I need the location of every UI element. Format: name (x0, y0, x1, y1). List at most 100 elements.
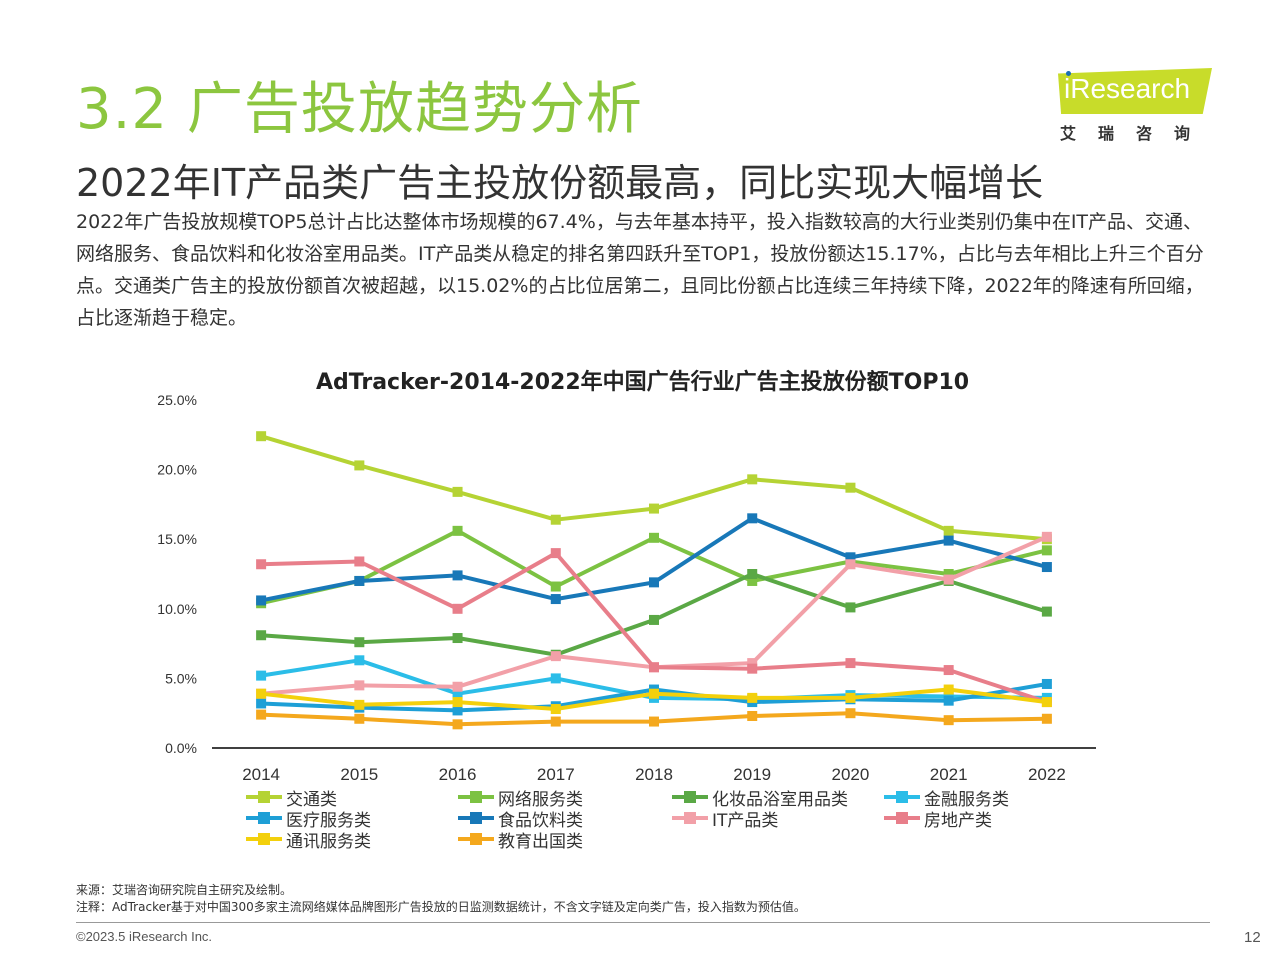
data-point (649, 503, 659, 514)
data-point (1041, 531, 1052, 542)
legend-label: 网络服务类 (498, 789, 583, 810)
data-point (256, 709, 267, 720)
data-point (1041, 562, 1052, 573)
data-point (452, 525, 463, 536)
data-point (452, 719, 463, 730)
data-point (354, 655, 365, 666)
legend-label: 化妆品浴室用品类 (712, 789, 848, 810)
data-point (256, 688, 267, 699)
data-point (354, 699, 365, 710)
data-point (550, 704, 561, 715)
legend-item: 交通类 (246, 786, 337, 810)
data-point (747, 575, 758, 586)
legend-item: 教育出国类 (458, 828, 583, 852)
legend-marker (470, 812, 482, 824)
data-point (550, 716, 561, 727)
data-point (943, 535, 954, 546)
data-point (649, 662, 659, 673)
data-point (943, 574, 954, 585)
data-point (943, 715, 954, 726)
legend-label: 金融服务类 (924, 789, 1009, 810)
data-point (550, 548, 561, 559)
page-number: 12 (1244, 929, 1261, 946)
data-point (452, 705, 463, 716)
legend-item: IT产品类 (672, 807, 779, 831)
legend-marker (684, 791, 696, 803)
data-point (452, 681, 463, 692)
logo-dot (1066, 71, 1071, 76)
data-point (747, 513, 758, 524)
data-point (845, 602, 856, 613)
x-tick-label: 2015 (340, 765, 378, 784)
legend-swatch (246, 828, 282, 850)
data-point (354, 680, 365, 691)
y-tick-label: 5.0% (165, 670, 197, 686)
data-point (845, 552, 856, 563)
data-point (1041, 713, 1052, 724)
slide-subtitle: 2022年IT产品类广告主投放份额最高，同比实现大幅增长 (76, 161, 1044, 205)
logo-chinese-name: 艾瑞咨询 (1060, 124, 1213, 143)
x-tick-label: 2018 (635, 765, 673, 784)
data-point (1041, 678, 1052, 689)
iresearch-logo: iResearch 艾瑞咨询 (1058, 68, 1218, 148)
data-point (256, 559, 267, 570)
legend-swatch (458, 807, 494, 829)
footer-divider (76, 922, 1210, 923)
note-text: 注释：AdTracker基于对中国300多家主流网络媒体品牌图形广告投放的日监测… (76, 900, 806, 914)
series-line (260, 434, 1048, 542)
legend-marker (470, 833, 482, 845)
legend-label: IT产品类 (712, 810, 779, 831)
data-point (256, 698, 267, 709)
data-point (256, 670, 267, 681)
data-point (354, 460, 365, 471)
data-point (943, 684, 954, 695)
legend-swatch (672, 807, 708, 829)
legend-item: 房地产类 (884, 807, 992, 831)
legend-label: 交通类 (286, 789, 337, 810)
data-point (452, 688, 463, 699)
legend-item: 通讯服务类 (246, 828, 371, 852)
legend-swatch (246, 786, 282, 808)
y-tick-label: 15.0% (157, 531, 197, 547)
data-point (943, 525, 954, 536)
legend-marker (258, 812, 270, 824)
legend-marker (470, 791, 482, 803)
legend-item: 网络服务类 (458, 786, 583, 810)
data-point (354, 637, 365, 648)
data-point (550, 651, 561, 662)
data-point (354, 575, 365, 586)
data-point (747, 692, 758, 703)
data-point (747, 569, 758, 579)
data-point (649, 577, 659, 588)
legend-swatch (458, 828, 494, 850)
legend-label: 房地产类 (924, 810, 992, 831)
data-point (1041, 697, 1052, 708)
data-point (747, 474, 758, 485)
legend-label: 教育出国类 (498, 831, 583, 852)
data-point (943, 695, 954, 706)
x-tick-label: 2014 (242, 765, 280, 784)
legend-label: 食品饮料类 (498, 810, 583, 831)
legend-swatch (458, 786, 494, 808)
y-tick-label: 25.0% (157, 392, 197, 408)
data-point (649, 614, 659, 625)
legend-marker (684, 812, 696, 824)
copyright: ©2023.5 iResearch Inc. (76, 929, 213, 944)
x-tick-label: 2021 (930, 765, 968, 784)
data-point (845, 482, 856, 493)
data-point (943, 665, 954, 676)
data-point (943, 569, 954, 579)
data-point (452, 486, 463, 497)
legend-item: 医疗服务类 (246, 807, 371, 831)
data-point (845, 692, 856, 703)
x-tick-label: 2016 (439, 765, 477, 784)
legend-marker (258, 791, 270, 803)
page-title: 3.2 广告投放趋势分析 (76, 77, 643, 142)
legend-swatch (246, 807, 282, 829)
legend-marker (896, 791, 908, 803)
data-point (747, 658, 758, 669)
data-point (845, 658, 856, 669)
data-point (1041, 606, 1052, 617)
data-point (845, 708, 856, 719)
legend-label: 通讯服务类 (286, 831, 371, 852)
